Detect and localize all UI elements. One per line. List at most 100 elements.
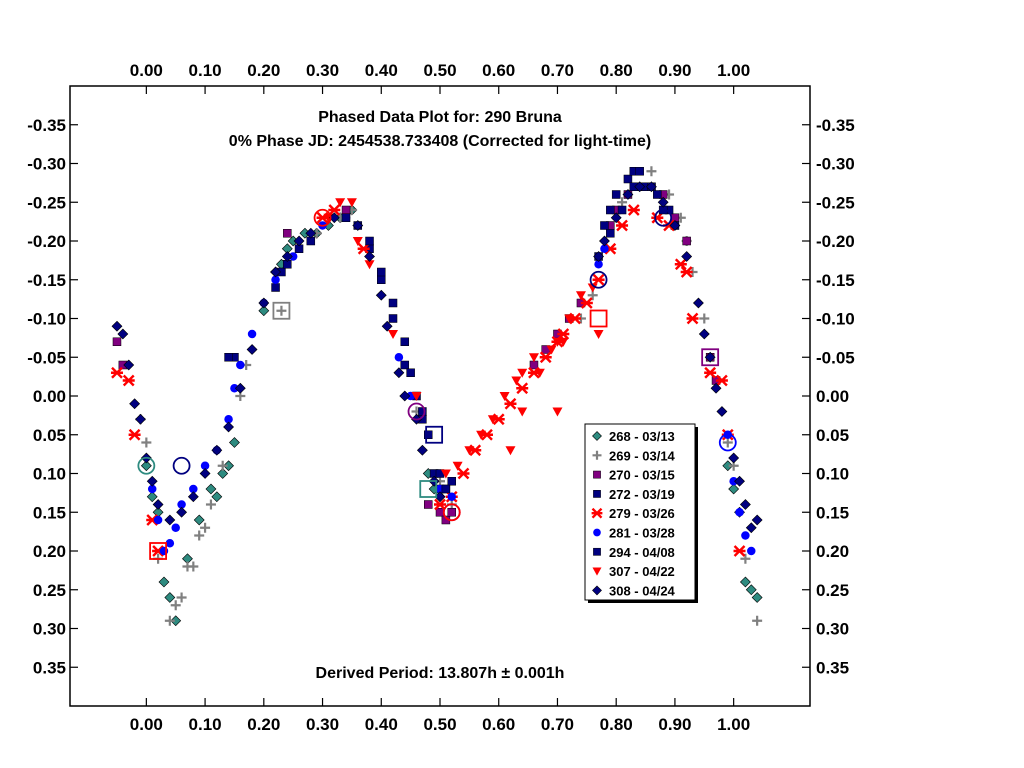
x-tick-label-bottom: 0.30 <box>306 715 339 734</box>
data-point-294 <box>441 484 451 494</box>
data-point-308 <box>622 189 634 200</box>
legend-box <box>584 423 696 601</box>
data-point-272 <box>623 174 633 184</box>
x-tick-label-top: 0.60 <box>482 61 515 80</box>
data-point-308 <box>281 251 293 262</box>
data-point-279 <box>674 258 687 271</box>
data-point-308 <box>751 514 763 526</box>
data-point-268 <box>728 483 740 495</box>
legend-label-279: 279 - 03/26 <box>609 506 675 521</box>
data-point-307 <box>511 376 522 386</box>
data-point-272 <box>611 190 621 199</box>
data-point-270 <box>424 500 433 509</box>
data-point-294 <box>406 368 415 377</box>
data-point-308 <box>117 328 129 340</box>
y-tick-label-left: -0.05 <box>27 348 66 367</box>
data-point-307 <box>411 392 422 401</box>
legend-label-272: 272 - 03/19 <box>609 487 675 502</box>
data-point-308 <box>375 289 387 301</box>
data-point-268 <box>258 305 270 317</box>
highlight-square <box>149 542 167 560</box>
data-point-279 <box>434 498 446 511</box>
data-point-308 <box>734 475 745 487</box>
data-point-270 <box>682 236 691 246</box>
data-point-270 <box>435 508 445 517</box>
data-point-308 <box>146 475 158 487</box>
y-tick-label-left: -0.35 <box>27 116 66 135</box>
plot-frame <box>69 85 811 707</box>
legend-marker-308 <box>592 585 602 596</box>
data-point-308 <box>129 398 141 410</box>
data-point-308 <box>681 251 693 262</box>
data-point-268 <box>140 460 152 472</box>
data-point-279 <box>686 312 699 325</box>
data-point-294 <box>606 229 615 238</box>
data-point-308 <box>634 181 646 193</box>
data-point-308 <box>669 220 681 231</box>
data-point-308 <box>710 382 722 394</box>
data-point-307 <box>517 407 528 417</box>
data-point-307 <box>335 198 346 208</box>
data-point-294 <box>377 267 386 277</box>
data-point-308 <box>416 444 428 456</box>
data-point-281 <box>288 252 298 261</box>
y-tick-label-right: 0.15 <box>816 503 849 522</box>
data-point-268 <box>193 514 205 526</box>
data-point-308 <box>111 320 123 332</box>
highlight-square <box>272 301 291 320</box>
data-point-281 <box>171 523 180 532</box>
data-point-269 <box>276 305 287 316</box>
y-tick-label-right: 0.10 <box>816 465 849 484</box>
data-point-307 <box>364 260 375 270</box>
data-point-279 <box>715 374 728 387</box>
data-point-308 <box>258 297 270 309</box>
data-point-294 <box>341 213 351 222</box>
y-tick-label-right: 0.20 <box>816 542 849 561</box>
data-point-308 <box>698 328 710 340</box>
data-point-281 <box>230 384 239 393</box>
data-point-307 <box>558 337 569 347</box>
x-tick-label-top: 1.00 <box>717 61 750 80</box>
data-point-307 <box>575 291 586 301</box>
y-tick-label-left: -0.25 <box>27 193 66 212</box>
y-tick-label-right: -0.35 <box>816 116 855 135</box>
data-point-281 <box>189 484 198 494</box>
data-point-279 <box>122 374 135 387</box>
x-tick-label-bottom: 0.10 <box>189 715 222 734</box>
data-point-308 <box>646 181 657 193</box>
data-point-307 <box>464 446 475 456</box>
legend: 268 - 03/13 269 - 03/14 270 - 03/15 272 - 0… <box>584 423 698 603</box>
y-tick-label-right: -0.20 <box>816 232 855 251</box>
data-point-308 <box>305 227 317 239</box>
data-point-279 <box>627 204 640 216</box>
y-tick-label-left: 0.20 <box>33 542 66 561</box>
data-point-268 <box>211 491 223 503</box>
data-point-281 <box>224 415 233 424</box>
x-tick-label-bottom: 0.50 <box>423 715 456 734</box>
data-point-279 <box>516 382 529 395</box>
highlight-circle <box>172 456 191 475</box>
data-point-272 <box>377 275 386 284</box>
data-point-270 <box>112 337 122 346</box>
legend-marker-281 <box>593 528 601 537</box>
data-point-308 <box>123 359 135 371</box>
highlight-circle <box>137 456 156 475</box>
data-point-269 <box>752 615 763 626</box>
data-point-281 <box>236 360 245 370</box>
highlight-square <box>419 480 438 498</box>
y-tick-label-right: 0.05 <box>816 426 849 445</box>
chart-title: Phased Data Plot for: 290 Bruna <box>318 109 562 126</box>
data-point-294 <box>617 205 627 215</box>
data-point-308 <box>293 235 305 247</box>
legend-marker-294 <box>593 547 601 556</box>
data-point-269 <box>699 313 710 324</box>
legend-marker-307 <box>592 567 602 576</box>
data-point-294 <box>400 337 410 346</box>
legend-label-268: 268 - 03/13 <box>609 429 675 444</box>
x-tick-label-top: 0.30 <box>306 61 339 80</box>
data-point-279 <box>592 273 605 286</box>
data-point-307 <box>546 345 557 355</box>
legend-label-269: 269 - 03/14 <box>609 448 676 463</box>
data-point-294 <box>635 167 644 176</box>
